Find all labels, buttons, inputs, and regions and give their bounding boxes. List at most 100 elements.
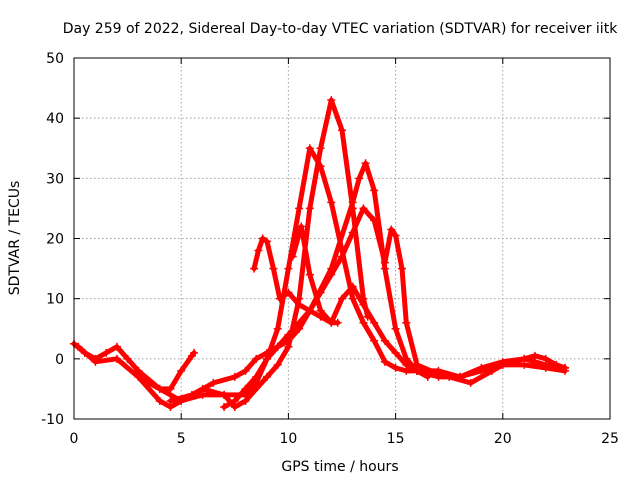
data-point-marker: [316, 288, 325, 297]
data-point-marker: [359, 204, 368, 213]
data-point-marker: [398, 264, 407, 273]
data-point-marker: [91, 357, 100, 366]
data-point-marker: [241, 366, 250, 375]
data-point-marker: [359, 318, 368, 327]
data-point-marker: [198, 390, 207, 399]
data-point-marker: [413, 366, 422, 375]
data-point-marker: [123, 354, 132, 363]
data-point-marker: [488, 366, 497, 375]
data-point-marker: [177, 366, 186, 375]
series-track-5: [221, 205, 441, 410]
data-point-marker: [348, 198, 357, 207]
data-point-marker: [254, 246, 263, 255]
data-point-marker: [262, 237, 271, 246]
data-point-marker: [327, 270, 336, 279]
data-point-marker: [509, 357, 518, 366]
y-tick-label: -10: [41, 412, 64, 428]
data-point-marker: [166, 384, 175, 393]
data-point-marker: [297, 222, 306, 231]
data-point-marker: [348, 294, 357, 303]
y-tick-label: 30: [46, 171, 64, 187]
data-point-marker: [112, 342, 121, 351]
data-point-marker: [155, 384, 164, 393]
data-point-marker: [190, 348, 199, 357]
data-point-marker: [273, 324, 282, 333]
data-point-marker: [273, 360, 282, 369]
data-point-marker: [288, 252, 297, 261]
x-tick-label: 10: [279, 431, 297, 447]
data-point-marker: [560, 363, 569, 372]
y-tick-label: 20: [46, 232, 64, 248]
data-point-marker: [305, 144, 314, 153]
data-point-marker: [466, 378, 475, 387]
series-track-2: [75, 97, 371, 410]
data-point-marker: [166, 396, 175, 405]
data-point-marker: [241, 384, 250, 393]
data-point-marker: [370, 336, 379, 345]
data-point-marker: [252, 354, 261, 363]
y-tick-label: 50: [46, 51, 64, 67]
data-point-marker: [338, 126, 346, 135]
data-point-marker: [230, 396, 239, 405]
data-point-marker: [262, 372, 271, 381]
data-point-marker: [370, 216, 379, 225]
data-point-marker: [252, 372, 261, 381]
data-point-marker: [327, 96, 336, 105]
series-layer: [70, 96, 569, 411]
y-tick-label: 10: [46, 292, 64, 308]
data-point-marker: [552, 360, 561, 369]
data-point-marker: [305, 204, 314, 213]
data-point-marker: [220, 402, 229, 411]
data-point-marker: [327, 318, 336, 327]
data-point-marker: [258, 234, 267, 243]
data-point-marker: [541, 354, 550, 363]
x-tick-label: 15: [387, 431, 405, 447]
x-tick-label: 25: [601, 431, 619, 447]
data-point-marker: [391, 231, 400, 240]
data-point-marker: [355, 174, 364, 183]
data-point-marker: [305, 306, 314, 315]
data-point-marker: [187, 390, 196, 399]
data-point-marker: [498, 360, 507, 369]
data-point-marker: [387, 225, 396, 234]
y-tick-label: 0: [55, 352, 64, 368]
data-point-marker: [370, 186, 379, 195]
data-point-marker: [380, 258, 389, 267]
data-point-marker: [250, 264, 259, 273]
data-point-marker: [391, 348, 400, 357]
y-axis-label: SDTVAR / TECUs: [7, 181, 23, 296]
data-point-marker: [380, 336, 389, 345]
x-axis-label: GPS time / hours: [281, 459, 398, 475]
series-track-7: [290, 224, 568, 380]
data-point-marker: [74, 342, 83, 351]
data-point-marker: [348, 228, 357, 237]
data-point-marker: [102, 348, 111, 357]
data-point-marker: [423, 369, 432, 378]
data-point-marker: [316, 306, 325, 315]
data-point-marker: [230, 372, 239, 381]
data-point-marker: [209, 378, 218, 387]
data-point-marker: [361, 159, 370, 168]
data-point-marker: [295, 324, 304, 333]
x-tick-label: 5: [177, 431, 186, 447]
data-point-marker: [477, 363, 486, 372]
data-point-marker: [273, 342, 282, 351]
data-point-marker: [275, 294, 284, 303]
data-point-marker: [520, 354, 529, 363]
data-point-marker: [295, 204, 304, 213]
data-point-marker: [155, 396, 164, 405]
data-point-marker: [284, 288, 293, 297]
y-tick-label: 40: [46, 111, 64, 127]
chart-title: Day 259 of 2022, Sidereal Day-to-day VTE…: [63, 21, 618, 37]
data-point-marker: [338, 294, 346, 303]
data-point-marker: [370, 318, 379, 327]
data-point-marker: [327, 198, 336, 207]
data-point-marker: [220, 390, 229, 399]
data-point-marker: [316, 162, 325, 171]
data-point-marker: [262, 354, 271, 363]
data-point-marker: [359, 300, 368, 309]
data-point-marker: [530, 351, 539, 360]
data-point-marker: [284, 336, 293, 345]
data-point-marker: [305, 270, 314, 279]
